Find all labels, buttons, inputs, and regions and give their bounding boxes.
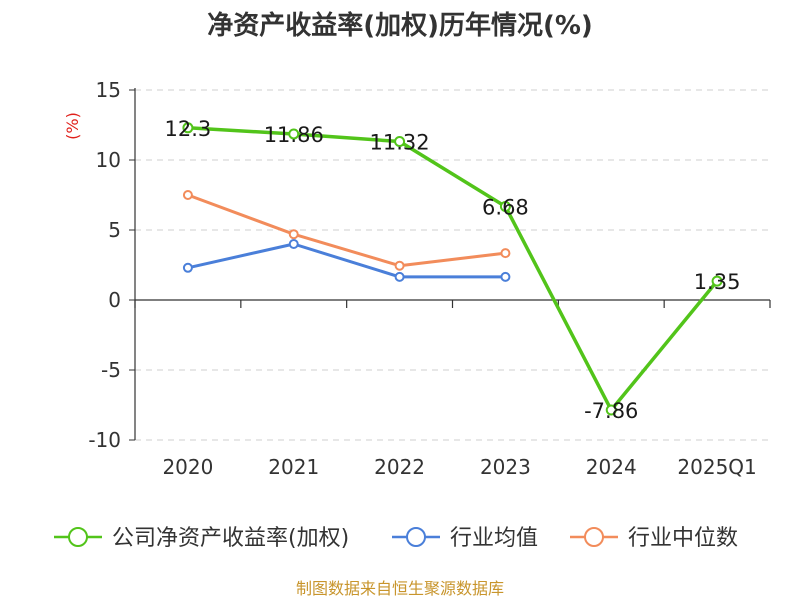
y-tick-label: 5 xyxy=(108,218,121,242)
legend-marker-industry-avg-icon xyxy=(406,527,426,547)
series-line-industry-median xyxy=(187,193,506,268)
legend: 公司净资产收益率(加权) 行业均值 行业中位数 xyxy=(54,526,738,551)
x-axis-tick-labels: 2020 2021 2022 2023 2024 2025Q1 xyxy=(162,455,756,479)
legend-label-industry-avg: 行业均值 xyxy=(450,526,538,551)
y-axis-tick-labels: 15 10 5 0 -5 -10 xyxy=(88,78,135,452)
data-label-company: 12.3 xyxy=(165,117,212,141)
legend-item-industry-median[interactable]: 行业中位数 xyxy=(570,526,738,551)
y-tick-label: 15 xyxy=(96,78,121,102)
series-line-company xyxy=(187,126,719,412)
data-point-industry-avg[interactable] xyxy=(500,271,511,282)
data-point-industry-avg[interactable] xyxy=(288,239,299,249)
data-label-company: 11.86 xyxy=(264,123,324,147)
data-point-company[interactable] xyxy=(394,136,406,148)
data-label-company: 11.32 xyxy=(370,131,430,155)
y-tick-label: -10 xyxy=(88,428,121,452)
x-tick-label: 2022 xyxy=(374,455,425,479)
x-tick-label: 2020 xyxy=(162,455,213,479)
y-tick-label: 0 xyxy=(108,288,121,312)
series-company xyxy=(182,122,723,416)
legend-marker-company-icon xyxy=(68,527,88,547)
legend-item-company[interactable]: 公司净资产收益率(加权) xyxy=(54,526,349,551)
series-industry-avg xyxy=(182,239,511,282)
data-point-industry-avg[interactable] xyxy=(394,271,405,282)
y-tick-label: 10 xyxy=(96,148,121,172)
series-industry-median xyxy=(182,190,511,271)
series-lines xyxy=(182,122,723,416)
data-point-industry-avg[interactable] xyxy=(182,262,193,273)
y-tick-label: -5 xyxy=(101,358,121,382)
data-labels: 12.3 11.86 11.32 6.68 -7.86 1.35 xyxy=(165,117,741,423)
legend-marker-industry-median-icon xyxy=(584,527,604,547)
data-label-company: 1.35 xyxy=(694,270,741,294)
legend-label-industry-median: 行业中位数 xyxy=(628,526,738,551)
grid-lines xyxy=(135,89,770,441)
data-point-company[interactable] xyxy=(499,200,511,212)
y-axis-unit-label: (%) xyxy=(63,112,82,140)
data-point-industry-median[interactable] xyxy=(288,229,299,240)
data-label-company: -7.86 xyxy=(584,399,638,423)
chart-title: 净资产收益率(加权)历年情况(%) xyxy=(207,10,593,41)
data-source-note: 制图数据来自恒生聚源数据库 xyxy=(296,579,504,598)
data-label-company: 6.68 xyxy=(482,195,529,219)
data-point-company[interactable] xyxy=(605,404,617,416)
x-tick-label: 2025Q1 xyxy=(677,455,756,479)
x-tick-label: 2021 xyxy=(268,455,319,479)
x-tick-label: 2024 xyxy=(586,455,637,479)
data-point-company[interactable] xyxy=(182,122,194,134)
series-line-industry-avg xyxy=(187,242,506,279)
x-tick-label: 2023 xyxy=(480,455,531,479)
data-point-industry-median[interactable] xyxy=(500,248,511,259)
legend-label-company: 公司净资产收益率(加权) xyxy=(112,526,349,551)
data-point-company[interactable] xyxy=(288,128,300,140)
data-point-industry-median[interactable] xyxy=(182,190,193,200)
data-point-company[interactable] xyxy=(711,275,723,287)
axes xyxy=(134,88,771,440)
data-point-industry-median[interactable] xyxy=(394,260,405,271)
legend-item-industry-avg[interactable]: 行业均值 xyxy=(392,526,538,551)
